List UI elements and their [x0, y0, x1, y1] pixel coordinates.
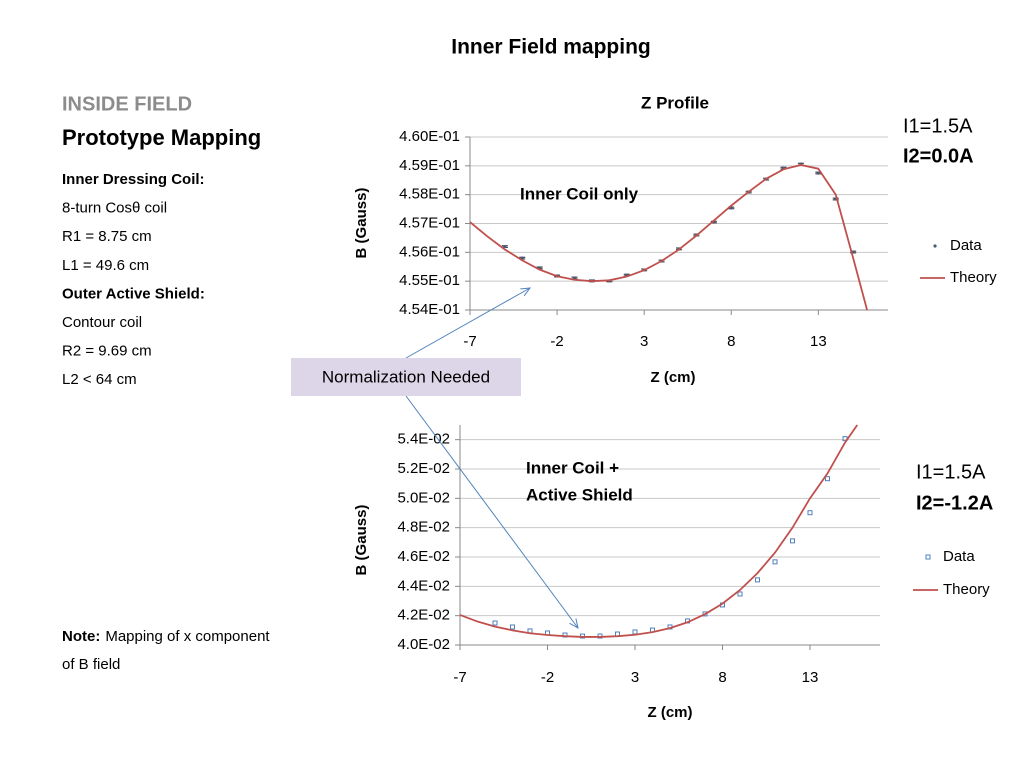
note-label: Note:	[62, 628, 100, 645]
y-tick-label: 4.56E-01	[399, 243, 460, 260]
data-point	[772, 559, 778, 565]
y-axis-label: B (Gauss)	[353, 505, 370, 576]
callout-arrow	[405, 395, 578, 628]
detail-line: R2 = 9.69 cm	[62, 343, 152, 360]
x-tick-label: -2	[550, 333, 563, 350]
y-tick-label: 5.2E-02	[397, 460, 450, 477]
heading: INSIDE FIELD	[62, 93, 192, 115]
details: Inner Dressing Coil: 8-turn Cosθ coil R1 =…	[62, 171, 205, 388]
data-point	[510, 624, 515, 630]
y-tick-label: 5.4E-02	[397, 431, 450, 448]
y-tick-label: 4.60E-01	[399, 128, 460, 145]
data-point	[492, 620, 498, 626]
x-tick-label: -7	[463, 333, 476, 350]
detail-line: Outer Active Shield:	[62, 285, 205, 302]
current-label: I1=1.5A	[903, 115, 973, 137]
data-point	[503, 244, 507, 249]
x-tick-label: 13	[810, 333, 827, 350]
subheading: Prototype Mapping	[62, 125, 261, 150]
y-tick-label: 5.0E-02	[397, 489, 450, 506]
x-tick-label: 8	[718, 669, 726, 686]
x-tick-label: 13	[802, 669, 819, 686]
legend-label: Theory	[943, 581, 990, 598]
detail-line: Inner Dressing Coil:	[62, 171, 205, 188]
x-axis-label: Z (cm)	[648, 704, 693, 721]
theory-line	[460, 424, 858, 638]
y-tick-label: 4.59E-01	[399, 157, 460, 174]
charts: Z Profile Z (cm) B (Gauss) 4.54E-01 4.55E-01…	[353, 93, 997, 720]
y-tick-label: 4.57E-01	[399, 214, 460, 231]
chart: Z Profile Z (cm) B (Gauss) 4.54E-01 4.55E-01…	[353, 93, 997, 385]
chart: Z (cm) B (Gauss) 4.0E-02 4.2E-02 4.4E-02 4.6E…	[353, 424, 993, 721]
legend-label: Data	[943, 548, 975, 565]
x-tick-label: 3	[631, 669, 639, 686]
legend-swatch	[925, 554, 931, 560]
note-text: Mapping of x component	[105, 628, 270, 645]
theory-line	[470, 164, 868, 311]
detail-line: L1 = 49.6 cm	[62, 257, 149, 274]
data-point	[816, 171, 820, 175]
y-tick-label: 4.6E-02	[397, 548, 450, 565]
detail-line: L2 < 64 cm	[62, 371, 137, 388]
note: Note: Mapping of x component	[62, 628, 270, 645]
legend-label: Theory	[950, 269, 997, 286]
legend-label: Data	[950, 237, 982, 254]
y-tick-label: 4.55E-01	[399, 272, 460, 289]
y-tick-label: 4.54E-01	[399, 301, 460, 318]
current-label: I1=1.5A	[916, 461, 986, 483]
data-point	[807, 510, 813, 516]
x-tick-label: -2	[541, 669, 554, 686]
y-tick-label: 4.2E-02	[397, 607, 450, 624]
data-point	[632, 629, 638, 635]
current-label: I2=0.0A	[903, 145, 974, 167]
y-tick-label: 4.4E-02	[397, 577, 450, 594]
callout-text: Normalization Needed	[322, 367, 490, 386]
detail-line: Contour coil	[62, 314, 142, 331]
x-axis-label: Z (cm)	[651, 369, 696, 386]
slide-title: Inner Field mapping	[451, 36, 651, 59]
y-tick-label: 4.8E-02	[397, 519, 450, 536]
annotation: Active Shield	[526, 485, 633, 504]
x-tick-label: 3	[640, 333, 648, 350]
data-point	[737, 591, 743, 597]
annotation: Inner Coil only	[520, 184, 639, 203]
detail-line: 8-turn Cosθ coil	[62, 200, 167, 217]
y-tick-label: 4.0E-02	[397, 636, 450, 653]
data-point	[755, 577, 760, 583]
current-label: I2=-1.2A	[916, 492, 993, 514]
chart-title: Z Profile	[641, 93, 709, 112]
x-tick-label: -7	[453, 669, 466, 686]
annotation: Inner Coil +	[526, 458, 619, 477]
y-axis-label: B (Gauss)	[353, 188, 370, 259]
data-point	[790, 538, 795, 544]
detail-line: R1 = 8.75 cm	[62, 228, 152, 245]
callout-arrow	[405, 288, 530, 359]
legend-swatch	[933, 244, 937, 248]
data-point	[825, 476, 830, 482]
y-tick-label: 4.58E-01	[399, 186, 460, 203]
x-tick-label: 8	[727, 333, 735, 350]
callout-box	[291, 358, 521, 396]
note-text: of B field	[62, 656, 120, 673]
